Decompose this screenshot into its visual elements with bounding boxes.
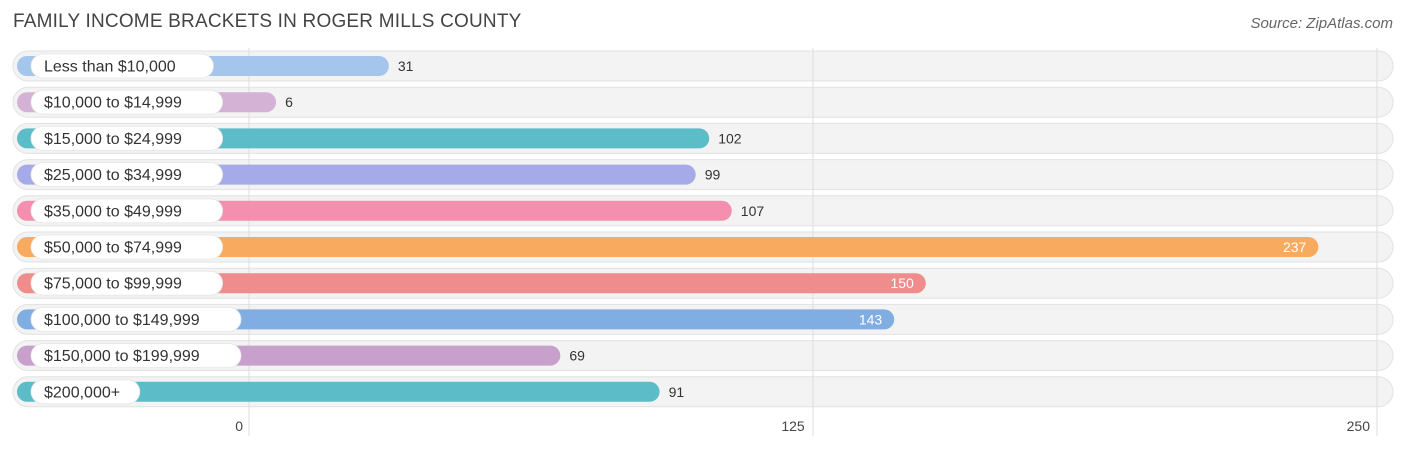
bar <box>17 237 1319 257</box>
bar <box>17 273 926 294</box>
category-label: $150,000 to $199,999 <box>44 348 200 365</box>
category-label-pill <box>30 198 224 224</box>
value-label: 31 <box>398 58 414 74</box>
bar <box>17 381 660 402</box>
category-label-pill <box>30 343 242 369</box>
category-label-pill <box>30 53 214 79</box>
category-label-pill <box>30 306 242 332</box>
source-note: Source: ZipAtlas.com <box>1250 15 1393 32</box>
x-axis-ticks: 0 125 250 <box>235 418 1370 434</box>
x-tick-label: 0 <box>235 418 243 434</box>
value-label: 102 <box>718 130 742 146</box>
value-label: 150 <box>890 275 914 291</box>
value-label: 143 <box>859 311 883 327</box>
category-label-pill <box>30 379 141 405</box>
x-tick-label: 125 <box>781 418 805 434</box>
category-label: $200,000+ <box>44 384 120 401</box>
value-label: 99 <box>705 167 721 183</box>
bars: Less than $10,000 31 $10,000 to $14,999 6 $1… <box>17 53 1319 405</box>
category-label-pill <box>30 270 224 296</box>
category-label-pill <box>30 162 224 188</box>
x-tick-label: 250 <box>1347 418 1371 434</box>
value-label: 6 <box>285 94 293 110</box>
category-label: $35,000 to $49,999 <box>44 203 182 220</box>
value-label: 107 <box>741 203 765 219</box>
category-label: $100,000 to $149,999 <box>44 312 200 329</box>
category-label-pill <box>30 126 224 151</box>
value-label: 237 <box>1283 239 1307 255</box>
value-label: 69 <box>569 348 585 364</box>
category-label: $75,000 to $99,999 <box>44 276 182 293</box>
category-label-pill <box>30 234 224 260</box>
category-label: $25,000 to $34,999 <box>44 167 182 184</box>
category-label: $15,000 to $24,999 <box>44 131 182 148</box>
value-label: 91 <box>669 384 685 400</box>
chart-title: FAMILY INCOME BRACKETS IN ROGER MILLS CO… <box>13 11 522 32</box>
category-label-pill <box>30 89 224 115</box>
category-label: Less than $10,000 <box>44 59 176 76</box>
row-track <box>12 86 1394 118</box>
category-label: $10,000 to $14,999 <box>44 95 182 112</box>
category-label: $50,000 to $74,999 <box>44 240 182 257</box>
